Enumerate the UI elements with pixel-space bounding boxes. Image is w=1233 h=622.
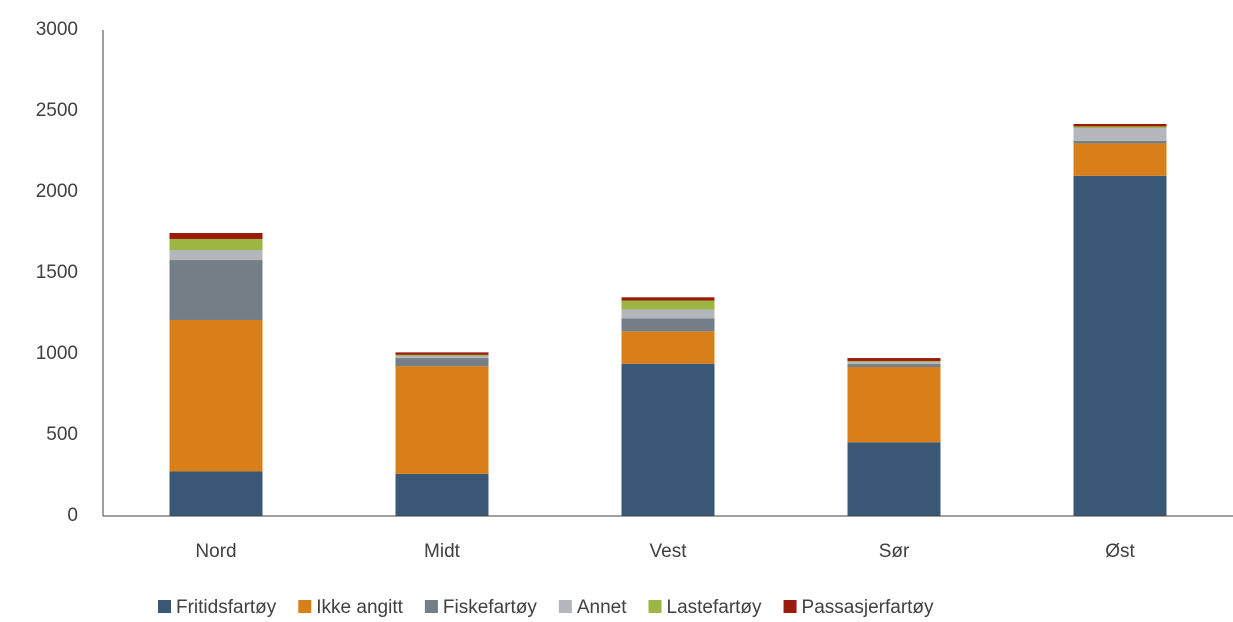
bar-segment (847, 360, 941, 363)
bar-segment (395, 356, 489, 359)
bar-segment (1073, 175, 1167, 517)
bar-segment (847, 364, 941, 367)
legend-label: Annet (577, 597, 627, 618)
legend-swatch (298, 600, 312, 613)
legend-label: Ikke angitt (316, 597, 403, 618)
legend-label: Lastefartøy (667, 597, 763, 618)
bar-segment (1073, 128, 1167, 141)
x-tick-label: Vest (650, 541, 688, 562)
bar-segment (169, 471, 263, 516)
x-tick-label: Øst (1105, 541, 1135, 562)
bar-segment (169, 319, 263, 472)
y-tick-label: 2500 (36, 100, 78, 121)
legend-swatch (648, 600, 662, 613)
bar-segment (1073, 123, 1167, 127)
legend-swatch (158, 600, 171, 613)
bar-segment (169, 260, 263, 320)
bar-segment (621, 318, 715, 332)
legend-label: Fiskefartøy (443, 597, 537, 618)
legend-swatch (783, 600, 797, 613)
bar-segment (847, 366, 941, 443)
legend-label: Passasjerfartøy (802, 597, 934, 618)
bar-segment (621, 309, 715, 319)
bar-segment (1073, 143, 1167, 176)
bar-segment (169, 238, 263, 250)
bar-segment (395, 354, 489, 357)
bar-segment (1073, 126, 1167, 129)
bar-segment (395, 473, 489, 516)
bar-segment (395, 366, 489, 474)
legend-swatch (558, 600, 572, 613)
bar-segment (395, 352, 489, 355)
y-tick-label: 500 (46, 424, 78, 445)
bar-segment (621, 297, 715, 301)
legend-label: Fritidsfartøy (176, 597, 277, 618)
bar-segment (847, 358, 941, 361)
x-tick-label: Nord (195, 541, 236, 562)
bar-segment (847, 362, 941, 365)
bar-segment (169, 249, 263, 261)
y-tick-label: 2000 (36, 181, 78, 202)
bar-segment (395, 358, 489, 367)
x-tick-label: Sør (879, 541, 910, 562)
bar-segment (621, 363, 715, 516)
x-tick-label: Midt (424, 541, 461, 562)
y-tick-label: 1500 (36, 262, 78, 283)
y-tick-label: 1000 (36, 343, 78, 364)
bar-segment (621, 300, 715, 310)
bar-segment (621, 331, 715, 364)
y-tick-label: 3000 (36, 19, 78, 40)
bar-segment (1073, 140, 1167, 144)
y-tick-label: 0 (67, 505, 78, 526)
legend-swatch (424, 600, 438, 613)
bar-segment (169, 232, 263, 239)
bar-segment (847, 442, 941, 516)
